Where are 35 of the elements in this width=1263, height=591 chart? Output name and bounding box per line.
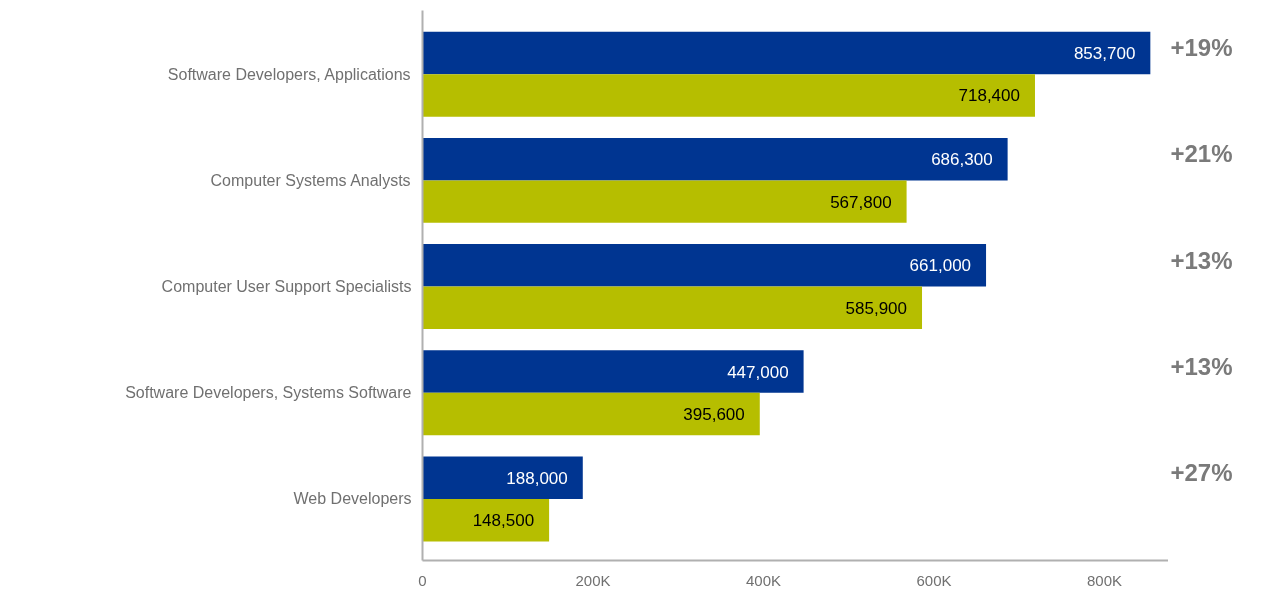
data-label: 447,000 (727, 362, 789, 382)
text: +21% (1170, 140, 1233, 168)
bar (422, 74, 1035, 117)
y-tick-label: Software Developers, Applications (167, 65, 411, 83)
x-tick-label: 800K (1087, 571, 1123, 589)
bar (422, 456, 583, 499)
x-tick-label: 600K (916, 571, 952, 589)
y-tick-label: Computer Systems Analysts (210, 171, 411, 189)
bar (422, 137, 1008, 181)
data-label: 148,500 (472, 511, 535, 531)
y-tick-label: Software Developers, Systems Software (125, 384, 412, 402)
bar (422, 244, 987, 287)
data-label: 686,300 (931, 150, 993, 170)
y-tick-label: Computer User Support Specialists (161, 278, 412, 296)
y-tick-label: Web Developers (293, 490, 412, 508)
data-label: 395,600 (683, 404, 745, 424)
bar (422, 180, 907, 223)
data-label: 853,700 (1073, 43, 1136, 63)
text: +13% (1170, 246, 1233, 274)
data-label: 661,000 (909, 256, 972, 276)
bar (422, 31, 1151, 75)
data-label: 188,000 (506, 468, 568, 488)
bar (422, 350, 804, 393)
text: +19% (1170, 34, 1233, 62)
x-tick-label: 200K (575, 571, 611, 589)
text: +27% (1170, 458, 1233, 486)
data-label: 585,900 (845, 298, 908, 318)
data-label: 567,800 (830, 192, 892, 212)
text: +13% (1170, 352, 1233, 380)
bar (422, 392, 760, 436)
x-tick-label: 0 (418, 571, 427, 589)
x-tick-label: 400K (746, 571, 782, 589)
bar (422, 498, 550, 542)
bar (422, 286, 923, 330)
data-label: 718,400 (958, 86, 1020, 106)
